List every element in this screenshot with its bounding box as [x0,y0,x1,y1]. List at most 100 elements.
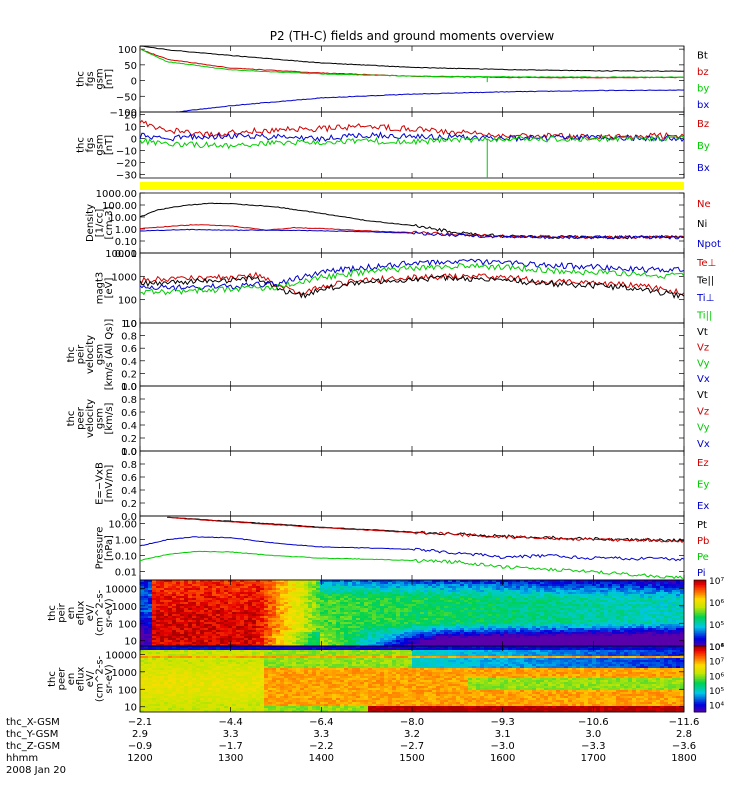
x-tick-label: 1600 [490,753,515,764]
panel-peer-eflux: 10⁸ 10⁷ 10⁶ 10⁵ 10⁴ 10000 1000 100 10 thcpeerenef… [47,643,724,714]
y-axis-label: [km/s (All Qs)] [104,319,115,391]
series-line [139,550,685,580]
x-tick-label: 3.3 [313,729,329,740]
y-axis-label: velocity [85,399,96,438]
y-axis-label: E=−VxB [95,462,106,505]
x-row-label: thc_Z-GSM [6,741,60,752]
y-tick-label: 0.2 [121,499,137,510]
y-tick-label: 0.10 [115,552,137,563]
panel-frame [139,515,685,581]
y-tick-label: 1000 [112,272,137,283]
x-axis-annotations: thc_X-GSM −2.1 −4.4 −6.4 −8.0 −9.3 −10.6 −11.6 t… [6,717,699,776]
y-axis-label: gsm [95,68,106,89]
x-tick-label: −3.3 [581,741,605,752]
y-axis-label: [mV/m] [104,465,115,503]
y-tick-label: 0.4 [121,357,137,368]
x-tick-label: 3.0 [585,729,601,740]
x-tick-label: −9.3 [491,717,515,728]
y-axis-label: [cm-3] [104,206,115,239]
y-axis-label: eV/ [85,670,96,687]
legend-entry: Npot [697,239,721,250]
colorbar-label: 10⁷ [709,577,724,587]
series-line [139,45,685,72]
y-tick-label: 0.8 [121,395,137,406]
series-line [139,271,685,296]
y-axis-label: sr-eV) [104,598,115,627]
legend-entry: Vy [697,358,710,369]
y-tick-label: 10 [124,703,137,714]
y-tick-label: 1.0 [121,319,137,330]
panel-frame [139,450,685,517]
y-axis-label: eflux [76,667,87,692]
x-tick-label: −4.4 [219,717,243,728]
series-line [139,258,685,292]
series-line [139,224,685,240]
y-tick-label: 0.0 [121,382,137,393]
x-tick-label: −0.9 [128,741,152,752]
legend-entry: Pe [697,552,709,563]
y-tick-label: 0.8 [121,332,137,343]
x-tick-label: −3.0 [491,741,515,752]
legend-entry: Ne [697,199,711,210]
y-axis-label: fgs [85,71,96,86]
y-axis-label: [eV] [104,278,115,299]
y-axis-label: peir [57,602,68,622]
panel-frame [139,322,685,387]
colorbar-label: 10⁴ [709,643,724,653]
legend-entry: Bx [697,163,710,174]
y-tick-label: 10000 [105,650,137,661]
panel-frame [139,111,685,179]
y-axis-label: thc [47,605,58,621]
y-axis-label: [km/s] [104,402,115,434]
y-axis-label: [1/cc] [95,209,106,238]
y-tick-label: 0.2 [121,434,137,445]
series-line [167,516,685,543]
y-tick-label: 0 [131,77,137,88]
x-tick-label: −2.7 [400,741,424,752]
x-tick-label: 1700 [581,753,606,764]
legend-entry: Ti|| [696,310,712,321]
y-tick-label: 20 [124,110,137,121]
series-line [139,48,685,79]
y-axis-label: fgs [85,137,96,152]
legend-entry: Vt [697,390,708,401]
legend-entry: Ez [697,458,709,469]
colorbar-frame [693,645,707,713]
y-tick-label: 0.01 [115,249,137,260]
y-axis-label: peer [57,667,68,691]
panel-frame [139,192,685,254]
y-tick-label: 0.0 [121,512,137,523]
legend-entry: bx [697,100,709,111]
y-tick-label: 1000 [112,602,137,613]
series-line [139,202,685,240]
panel-frame [139,385,685,452]
y-axis-label: (cm^2-s- [95,655,106,702]
y-tick-label: 1.0 [121,447,137,458]
legend-entry: Ti⊥ [696,293,714,304]
y-tick-label: 0.2 [121,369,137,380]
y-axis-label: eV/ [85,604,96,621]
y-tick-label: 0 [131,134,137,145]
x-row-label: thc_Y-GSM [6,729,58,740]
series-line [139,536,685,562]
colorbar-label: 10⁵ [709,687,724,697]
colorbar-label: 10⁶ [709,672,724,682]
legend-entry: Ni [697,219,707,230]
y-axis-label: Density [85,204,96,242]
y-axis-label: peir [76,344,87,364]
y-tick-label: 100 [118,296,137,307]
colorbar-label: 10⁸ [709,643,724,653]
y-axis-label: thc [76,137,87,153]
legend-entry: Bz [697,119,709,130]
y-tick-label: 1.00 [115,536,137,547]
y-axis-label: en [66,607,77,620]
x-tick-label: −1.7 [219,741,243,752]
legend-entry: Ey [697,480,709,491]
y-tick-label: 0.0 [121,447,137,458]
legend-entry: Pb [697,536,709,547]
legend-entry: Ex [697,501,709,512]
x-tick-label: −10.6 [578,717,609,728]
